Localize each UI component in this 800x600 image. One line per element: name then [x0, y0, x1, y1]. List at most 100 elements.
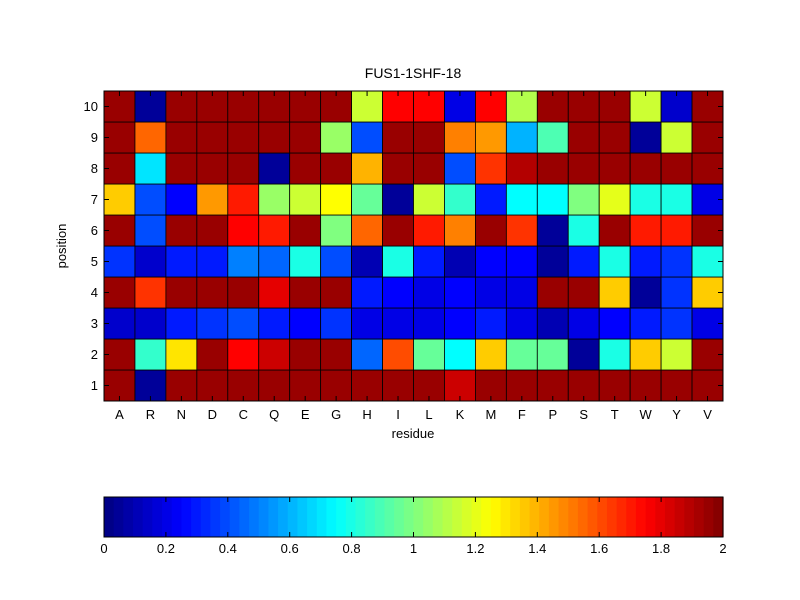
colorbar-segment [442, 497, 453, 537]
heatmap-cell [196, 245, 229, 278]
colorbar-segment [684, 497, 695, 537]
heatmap-cell [351, 90, 383, 123]
y-tick-label: 6 [91, 223, 98, 238]
x-tick-label: Q [269, 407, 279, 422]
colorbar-segment [606, 497, 618, 537]
colorbar-segment [258, 497, 270, 537]
heatmap-cell [134, 90, 167, 123]
heatmap-cell [660, 214, 693, 247]
heatmap-cell [351, 183, 383, 216]
colorbar-segment [268, 497, 279, 537]
heatmap-cell [536, 307, 569, 340]
heatmap-cell [382, 121, 414, 154]
heatmap-cell [567, 307, 600, 340]
heatmap-cell [660, 276, 693, 309]
colorbar-segment [191, 497, 202, 537]
heatmap-cell [474, 245, 507, 278]
heatmap-cell [289, 183, 322, 216]
colorbar-segment [490, 497, 502, 537]
colorbar-segment [210, 497, 221, 537]
heatmap-cell [289, 276, 322, 309]
heatmap-cell [598, 276, 631, 309]
heatmap-cell [258, 183, 291, 216]
y-tick-label: 1 [91, 378, 98, 393]
heatmap-cell [227, 245, 260, 278]
x-tick-label: N [177, 407, 186, 422]
heatmap-cell [413, 276, 445, 309]
heatmap-cell [536, 183, 569, 216]
colorbar-segment [713, 497, 724, 537]
colorbar-segment [674, 497, 685, 537]
colorbar-segment [664, 497, 676, 537]
heatmap-cell [258, 276, 291, 309]
heatmap-cell [598, 338, 631, 371]
heatmap-cell [134, 245, 167, 278]
colorbar-segment [529, 497, 540, 537]
x-axis-label: residue [392, 426, 435, 441]
x-tick-label: W [639, 407, 652, 422]
colorbar-segment [152, 497, 163, 537]
heatmap-cells [103, 90, 724, 402]
heatmap-cell [505, 307, 538, 340]
colorbar-segment [655, 497, 666, 537]
heatmap-cell [351, 121, 383, 154]
heatmap-cell [134, 276, 167, 309]
colorbar-segment [278, 497, 289, 537]
heatmap-cell [598, 183, 631, 216]
heatmap-cell [134, 214, 167, 247]
x-tick-label: Y [672, 407, 681, 422]
heatmap-cell [567, 338, 600, 371]
heatmap-cell [196, 307, 229, 340]
colorbar-segment [510, 497, 521, 537]
heatmap-cell [474, 90, 507, 123]
heatmap-cell [505, 276, 538, 309]
heatmap-cell [258, 338, 291, 371]
heatmap-cell [474, 276, 507, 309]
colorbar-ticks: 0 0.2 0.4 0.6 0.8 1 1.2 1.4 1.6 1.8 2 [100, 497, 727, 556]
heatmap-cell [660, 183, 693, 216]
heatmap-cell [258, 369, 291, 402]
colorbar-segment [461, 497, 473, 537]
heatmap-cell [320, 276, 352, 309]
x-tick-label: D [208, 407, 217, 422]
heatmap-cell [103, 307, 136, 340]
heatmap-cell [165, 183, 198, 216]
x-tick-label: M [485, 407, 496, 422]
heatmap-cell [444, 369, 476, 402]
heatmap-cell [382, 276, 414, 309]
heatmap-cell [320, 338, 352, 371]
heatmap-cell [444, 307, 476, 340]
heatmap-cell [474, 152, 507, 185]
colorbar-tick-label: 0.2 [157, 541, 175, 556]
heatmap-cell [165, 121, 198, 154]
x-tick-label: A [115, 407, 124, 422]
heatmap-cell [629, 276, 662, 309]
y-tick-label: 5 [91, 254, 98, 269]
heatmap-cell [227, 90, 260, 123]
heatmap-cell [413, 338, 445, 371]
x-tick-label: I [396, 407, 400, 422]
heatmap-cell [660, 338, 693, 371]
heatmap-cell [598, 90, 631, 123]
heatmap-cell [165, 214, 198, 247]
heatmap-cell [227, 214, 260, 247]
colorbar-tick-label: 1.2 [466, 541, 484, 556]
heatmap-cell [196, 338, 229, 371]
heatmap-cell [413, 183, 445, 216]
heatmap-cell [227, 276, 260, 309]
heatmap-cell [505, 338, 538, 371]
colorbar-segment [587, 497, 598, 537]
y-tick-label: 10 [84, 99, 98, 114]
heatmap-cell [444, 152, 476, 185]
heatmap-cell [196, 183, 229, 216]
heatmap-cell [382, 369, 414, 402]
heatmap-cell [134, 307, 167, 340]
colorbar-segment [133, 497, 144, 537]
colorbar-segment [703, 497, 714, 537]
heatmap-cell [474, 214, 507, 247]
heatmap-cell [320, 183, 352, 216]
colorbar-segment [239, 497, 250, 537]
colorbar-segment [316, 497, 328, 537]
heatmap-cell [660, 245, 693, 278]
